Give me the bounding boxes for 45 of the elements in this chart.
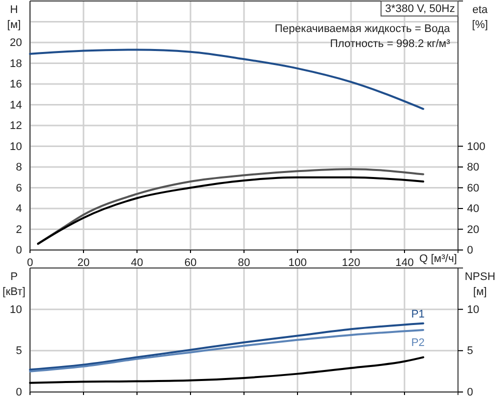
y-tick-label: 20 <box>10 37 22 50</box>
y-tick-label: 0 <box>16 244 22 257</box>
series-label: P2 <box>411 337 425 349</box>
y2-tick-label: 5 <box>467 345 474 358</box>
x-tick-label: 140 <box>395 256 414 269</box>
x-tick-label: 120 <box>342 256 360 269</box>
annotation: Перекачиваемая жидкость = Вода <box>274 23 451 35</box>
series-label: P1 <box>411 308 425 320</box>
x-axis-title: Q [м³/ч] <box>419 253 457 265</box>
line-series <box>29 329 424 372</box>
y2-tick-label: 10 <box>467 304 480 316</box>
y2-axis-title: NPSH [м] <box>464 271 496 298</box>
line-series <box>29 356 424 384</box>
y-tick-label: 8 <box>16 162 22 174</box>
y-tick-label: 6 <box>16 182 22 194</box>
x-tick-label: 20 <box>77 256 90 269</box>
y-tick-label: 0 <box>16 386 22 399</box>
y-tick-label: 18 <box>10 58 22 70</box>
chart-title: 3*380 V, 50Hz <box>385 3 455 15</box>
y-axis-title: P [кВт] <box>2 271 26 298</box>
x-tick-label: 40 <box>130 256 144 269</box>
y-tick-label: 16 <box>10 78 22 91</box>
annotation: Плотность = 998.2 кг/м³ <box>330 38 450 50</box>
y-tick-label: 14 <box>10 99 22 112</box>
y2-tick-label: 100 <box>467 140 486 153</box>
y-axis-title: H [м] <box>7 4 21 31</box>
y-tick-label: 2 <box>16 224 22 236</box>
y2-axis-title: eta [%] <box>472 4 489 31</box>
y-tick-label: 12 <box>10 120 22 132</box>
y-tick-label: 4 <box>16 203 22 216</box>
x-tick-label: 60 <box>184 256 197 269</box>
y2-tick-label: 20 <box>467 224 480 236</box>
x-tick-label: 0 <box>26 256 34 269</box>
y2-tick-label: 40 <box>467 203 480 216</box>
x-tick-label: 80 <box>238 256 250 269</box>
line-series <box>29 48 424 110</box>
y2-tick-label: 80 <box>467 162 480 174</box>
y-tick-label: 5 <box>16 345 22 358</box>
y-tick-label: 10 <box>10 140 22 153</box>
y2-tick-label: 0 <box>467 244 474 257</box>
y2-tick-label: 60 <box>467 182 480 194</box>
y-tick-label: 10 <box>10 304 22 316</box>
line-series <box>29 322 424 371</box>
y2-tick-label: 0 <box>467 386 474 399</box>
x-tick-label: 100 <box>288 256 307 269</box>
